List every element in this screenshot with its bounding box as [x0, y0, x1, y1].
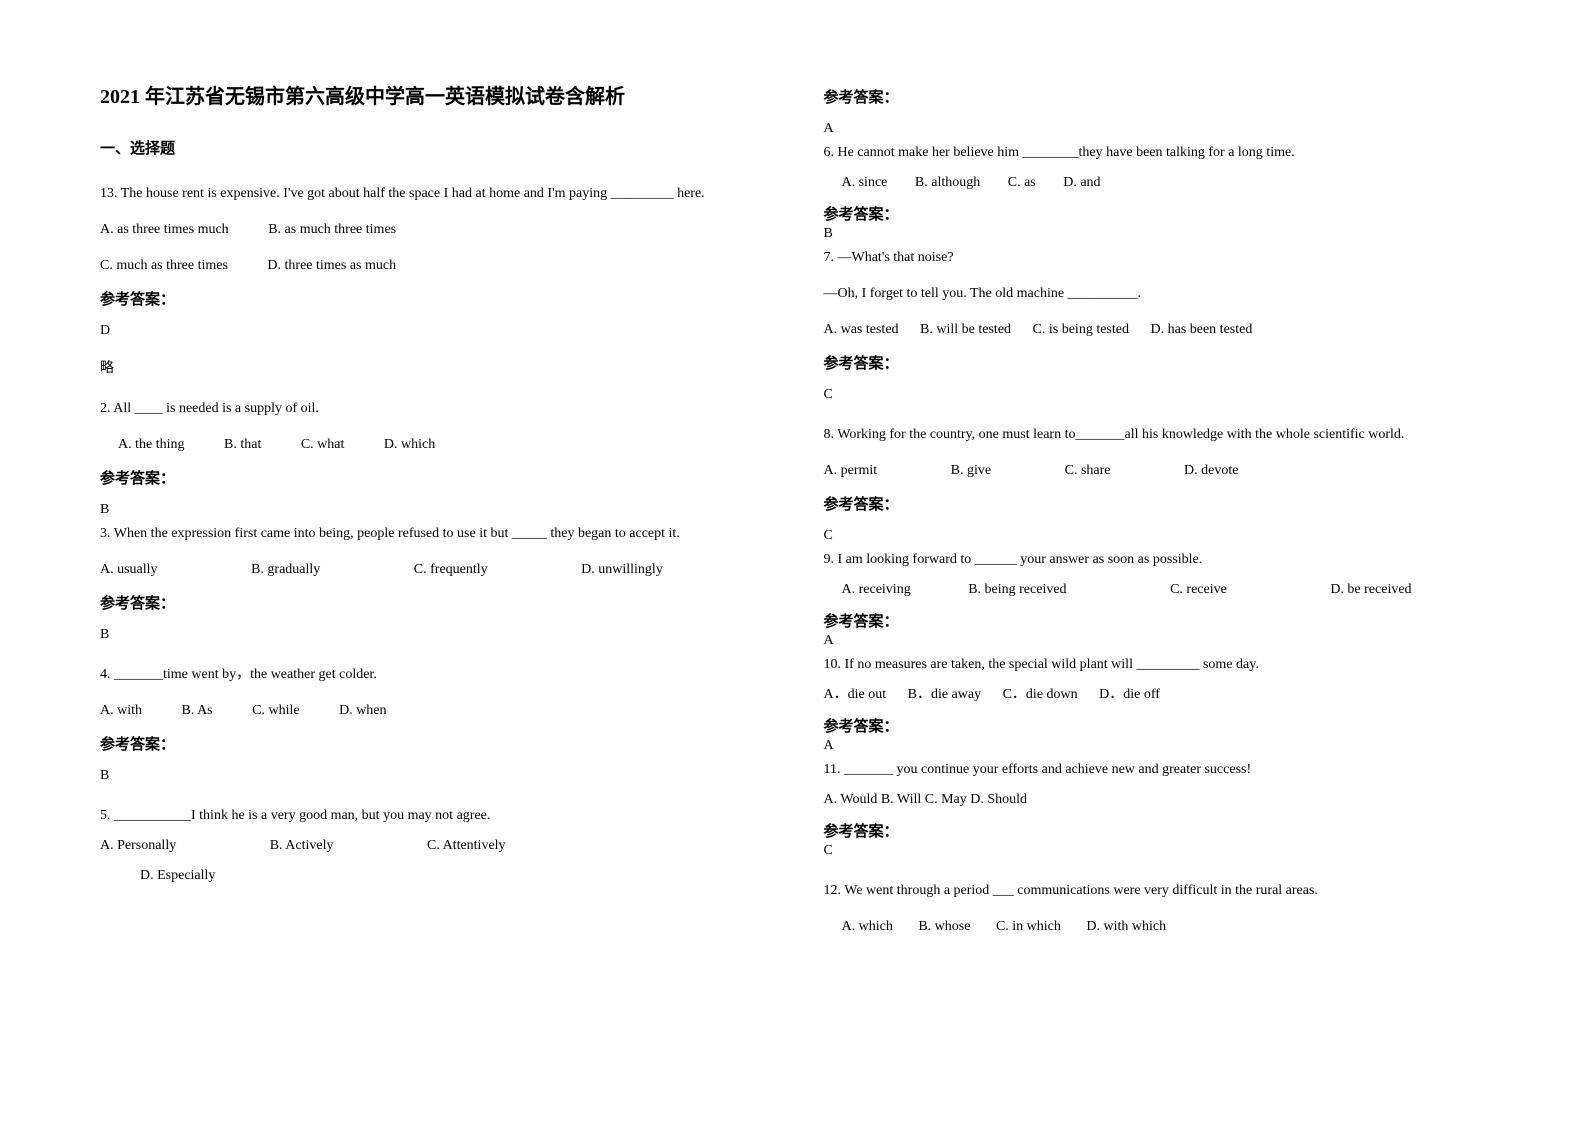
answer-label: 参考答案：	[100, 592, 764, 613]
q10-text: 10. If no measures are taken, the specia…	[824, 651, 1488, 679]
q2-opt-c: C. what	[301, 431, 345, 459]
q13-text: 13. The house rent is expensive. I've go…	[100, 180, 764, 208]
answer-label: 参考答案：	[824, 820, 1488, 841]
q2-opt-d: D. which	[384, 431, 435, 459]
q13-opt-b: B. as much three times	[268, 216, 396, 244]
q6-text: 6. He cannot make her believe him ______…	[824, 139, 1488, 167]
q8-opt-b: B. give	[951, 457, 991, 485]
q9-options: A. receiving B. being received C. receiv…	[824, 576, 1488, 604]
q6-opt-b: B. although	[915, 169, 980, 197]
answer-label: 参考答案：	[824, 86, 1488, 107]
q6-options: A. since B. although C. as D. and	[824, 169, 1488, 197]
q9-answer: A	[824, 633, 1488, 649]
q3-opt-d: D. unwillingly	[581, 556, 663, 584]
q2-opt-b: B. that	[224, 431, 261, 459]
q8-opt-c: C. share	[1065, 457, 1111, 485]
q8-answer: C	[824, 528, 1488, 544]
q13-options-row1: A. as three times much B. as much three …	[100, 216, 764, 244]
q3-opt-b: B. gradually	[251, 556, 320, 584]
q9-opt-d: D. be received	[1330, 576, 1411, 604]
q10-opt-b: B．die away	[908, 681, 981, 709]
q4-opt-b: B. As	[182, 697, 213, 725]
q13-options-row2: C. much as three times D. three times as…	[100, 252, 764, 280]
answer-label: 参考答案：	[100, 467, 764, 488]
q2-text: 2. All ____ is needed is a supply of oil…	[100, 395, 764, 423]
answer-label: 参考答案：	[824, 493, 1488, 514]
q11-text: 11. _______ you continue your efforts an…	[824, 756, 1488, 784]
q9-opt-c: C. receive	[1170, 576, 1227, 604]
q5-opt-b: B. Actively	[270, 832, 334, 860]
q3-text: 3. When the expression first came into b…	[100, 520, 764, 548]
q9-text: 9. I am looking forward to ______ your a…	[824, 546, 1488, 574]
left-column: 2021 年江苏省无锡市第六高级中学高一英语模拟试卷含解析 一、选择题 13. …	[100, 80, 764, 1082]
answer-label: 参考答案：	[824, 203, 1488, 224]
q7-options: A. was tested B. will be tested C. is be…	[824, 316, 1488, 344]
q2-opt-a: A. the thing	[118, 431, 185, 459]
q9-opt-b: B. being received	[968, 576, 1066, 604]
q6-answer: B	[824, 226, 1488, 242]
q5-opt-c: C. Attentively	[427, 832, 506, 860]
q7-line1: 7. —What's that noise?	[824, 244, 1488, 272]
q4-opt-d: D. when	[339, 697, 386, 725]
q12-opt-c: C. in which	[996, 913, 1061, 941]
q3-options: A. usually B. gradually C. frequently D.…	[100, 556, 764, 584]
q5-opt-a: A. Personally	[100, 832, 176, 860]
q10-opt-d: D．die off	[1099, 681, 1160, 709]
q13-opt-d: D. three times as much	[267, 252, 396, 280]
q5-answer: A	[824, 121, 1488, 137]
q12-options: A. which B. whose C. in which D. with wh…	[824, 913, 1488, 941]
q10-opt-a: A．die out	[824, 681, 887, 709]
answer-label: 参考答案：	[100, 288, 764, 309]
q7-opt-d: D. has been tested	[1150, 316, 1252, 344]
section-heading: 一、选择题	[100, 137, 764, 158]
q3-answer: B	[100, 627, 764, 643]
skip-note: 略	[100, 357, 764, 377]
q4-opt-a: A. with	[100, 697, 142, 725]
q7-opt-a: A. was tested	[824, 316, 899, 344]
q7-answer: C	[824, 387, 1488, 403]
q5-opt-d: D. Especially	[140, 862, 215, 890]
answer-label: 参考答案：	[824, 715, 1488, 736]
q6-opt-a: A. since	[842, 169, 888, 197]
q13-opt-c: C. much as three times	[100, 252, 228, 280]
q2-options: A. the thing B. that C. what D. which	[100, 431, 764, 459]
q3-opt-c: C. frequently	[414, 556, 488, 584]
q7-opt-c: C. is being tested	[1033, 316, 1129, 344]
q3-opt-a: A. usually	[100, 556, 158, 584]
q12-opt-b: B. whose	[918, 913, 970, 941]
q4-answer: B	[100, 768, 764, 784]
q11-answer: C	[824, 843, 1488, 859]
q4-options: A. with B. As C. while D. when	[100, 697, 764, 725]
q4-opt-c: C. while	[252, 697, 299, 725]
q5-text: 5. ___________I think he is a very good …	[100, 802, 764, 830]
q8-opt-d: D. devote	[1184, 457, 1238, 485]
q5-options-row1: A. Personally B. Actively C. Attentively	[100, 832, 764, 860]
q9-opt-a: A. receiving	[842, 576, 911, 604]
q12-opt-a: A. which	[842, 913, 893, 941]
answer-label: 参考答案：	[824, 610, 1488, 631]
q8-options: A. permit B. give C. share D. devote	[824, 457, 1488, 485]
q7-opt-b: B. will be tested	[920, 316, 1011, 344]
q6-opt-c: C. as	[1008, 169, 1036, 197]
q13-answer: D	[100, 323, 764, 339]
q7-line2: —Oh, I forget to tell you. The old machi…	[824, 280, 1488, 308]
q13-opt-a: A. as three times much	[100, 216, 229, 244]
q10-opt-c: C．die down	[1003, 681, 1078, 709]
q8-opt-a: A. permit	[824, 457, 878, 485]
q4-text: 4. _______time went by，the weather get c…	[100, 661, 764, 689]
q12-opt-d: D. with which	[1086, 913, 1166, 941]
page-title: 2021 年江苏省无锡市第六高级中学高一英语模拟试卷含解析	[100, 80, 764, 109]
right-column: 参考答案： A 6. He cannot make her believe hi…	[824, 80, 1488, 1082]
q10-options: A．die out B．die away C．die down D．die of…	[824, 681, 1488, 709]
answer-label: 参考答案：	[100, 733, 764, 754]
q8-text: 8. Working for the country, one must lea…	[824, 421, 1488, 449]
q11-options: A. Would B. Will C. May D. Should	[824, 786, 1488, 814]
q2-answer: B	[100, 502, 764, 518]
q12-text: 12. We went through a period ___ communi…	[824, 877, 1488, 905]
answer-label: 参考答案：	[824, 352, 1488, 373]
q6-opt-d: D. and	[1063, 169, 1100, 197]
q10-answer: A	[824, 738, 1488, 754]
q5-options-row2: D. Especially	[100, 862, 764, 890]
